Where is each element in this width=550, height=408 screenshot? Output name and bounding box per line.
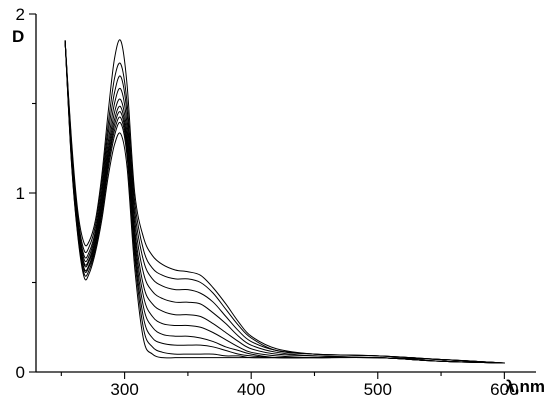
spectrum-line bbox=[64, 40, 505, 364]
y-tick-label: 2 bbox=[16, 5, 25, 24]
spectrum-line bbox=[64, 40, 505, 364]
spectrum-curves bbox=[64, 39, 505, 364]
x-tick-label: 400 bbox=[237, 380, 265, 399]
spectrum-line bbox=[64, 40, 505, 364]
y-axis-title: D bbox=[12, 27, 24, 46]
spectrum-line bbox=[64, 40, 505, 364]
chart-axes bbox=[35, 14, 536, 373]
spectrum-line bbox=[64, 40, 505, 364]
spectrum-line bbox=[64, 39, 505, 364]
axis-ticks bbox=[29, 13, 505, 379]
spectrum-line bbox=[64, 40, 505, 364]
x-tick-label: 300 bbox=[110, 380, 138, 399]
x-tick-label: 600 bbox=[490, 380, 518, 399]
spectrum-line bbox=[64, 40, 505, 364]
axis-tick-labels: 300 400 500 600 0 1 2 bbox=[16, 5, 519, 399]
y-tick-label: 0 bbox=[16, 363, 25, 382]
x-tick-label: 500 bbox=[364, 380, 392, 399]
x-axis-title: λ,nm bbox=[505, 377, 545, 396]
spectrum-line bbox=[64, 40, 505, 364]
y-tick-label: 1 bbox=[16, 184, 25, 203]
spectrum-line bbox=[64, 40, 505, 364]
